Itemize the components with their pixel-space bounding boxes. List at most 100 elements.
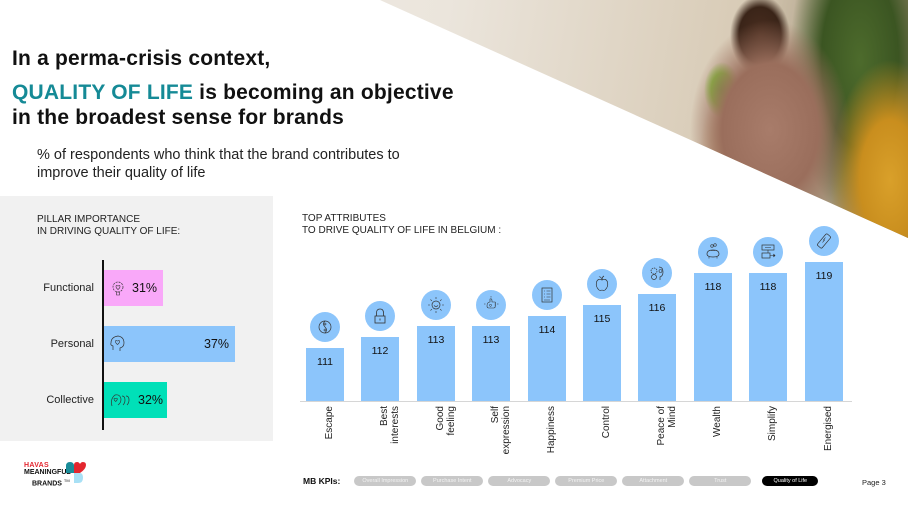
title-line-1: In a perma-crisis context, xyxy=(12,47,271,70)
kpi-overall-impression[interactable]: Overall Impression xyxy=(354,476,417,486)
attribute-bar: 111 xyxy=(306,348,344,401)
pillar-heading-line-2: IN DRIVING QUALITY OF LIFE: xyxy=(37,226,181,237)
attribute-bar: 116 xyxy=(638,294,676,401)
piggy-bank-icon xyxy=(698,237,728,267)
kpi-trust[interactable]: Trust xyxy=(689,476,752,486)
pillar-bar-functional: 31% xyxy=(104,270,163,306)
pillar-label-collective: Collective xyxy=(46,394,94,406)
logo-mark-icon xyxy=(66,462,86,483)
attribute-label: Self expression xyxy=(472,406,512,456)
pillar-bar-personal: 37% xyxy=(104,326,235,362)
padlock-icon xyxy=(365,301,395,331)
attribute-label-line: Energised xyxy=(823,406,834,452)
attribute-label: Simplify xyxy=(749,406,787,456)
attribute-label-line: feeling xyxy=(445,406,457,436)
page-number: Page 3 xyxy=(862,478,886,487)
title-main: QUALITY OF LIFE is becoming an objective… xyxy=(12,80,454,130)
pillar-label-personal: Personal xyxy=(50,338,94,350)
apple-icon xyxy=(587,269,617,299)
kpi-title: MB KPIs: xyxy=(303,476,341,486)
havas-meaningful-brands-logo: HAVAS MEANINGFUL BRANDS TM xyxy=(24,462,86,488)
title-accent: QUALITY OF LIFE xyxy=(12,81,194,104)
brain-gears-icon xyxy=(642,258,672,288)
attributes-heading-line-2: TO DRIVE QUALITY OF LIFE IN BELGIUM : xyxy=(302,225,502,236)
attribute-label-line: Mind xyxy=(666,406,678,428)
pillar-value-functional: 31% xyxy=(132,281,158,295)
head-heart-icon xyxy=(110,335,125,351)
chart-baseline xyxy=(300,401,852,402)
pillar-value-personal: 37% xyxy=(203,337,229,351)
yin-yang-icon xyxy=(310,312,340,342)
attribute-bar: 115 xyxy=(583,305,621,401)
attribute-label: Good feeling xyxy=(417,406,457,456)
kpi-quality-of-life[interactable]: Quality of Life xyxy=(762,476,819,486)
attribute-value: 112 xyxy=(371,345,389,357)
attribute-label-text: Wealth xyxy=(712,406,724,437)
title-line-3: in the broadest sense for brands xyxy=(12,106,344,129)
attribute-label-line: Control xyxy=(601,406,612,439)
attribute-label-text: Peace of Mind xyxy=(656,406,678,446)
attributes-heading: TOP ATTRIBUTES TO DRIVE QUALITY OF LIFE … xyxy=(302,213,501,237)
attribute-value: 118 xyxy=(704,281,722,293)
kpi-attachment[interactable]: Attachment xyxy=(622,476,685,486)
attribute-label-line: Best xyxy=(379,406,390,427)
attribute-label: Happiness xyxy=(528,406,566,456)
attribute-label-line: Wealth xyxy=(712,406,723,437)
pillar-axis xyxy=(102,260,104,430)
attribute-label-text: Escape xyxy=(324,406,336,440)
attribute-label: Energised xyxy=(805,406,843,456)
attribute-label-line: Peace of xyxy=(656,406,667,446)
attribute-bar: 118 xyxy=(749,273,787,401)
pillar-heading-line-1: PILLAR IMPORTANCE xyxy=(37,214,140,225)
attribute-label-text: Simplify xyxy=(767,406,779,442)
flowchart-icon xyxy=(753,237,783,267)
logo-brands: BRANDS TM xyxy=(24,477,71,488)
kpi-advocacy[interactable]: Advocacy xyxy=(488,476,551,486)
attribute-value: 118 xyxy=(759,281,777,293)
kpi-purchase-intent[interactable]: Purchase Intent xyxy=(421,476,484,486)
attribute-bar: 112 xyxy=(361,337,399,401)
subtitle-line-2: improve their quality of life xyxy=(37,165,206,181)
pillar-heading: PILLAR IMPORTANCE IN DRIVING QUALITY OF … xyxy=(37,214,180,238)
logo-havas: HAVAS xyxy=(24,462,49,469)
smiling-sun-icon xyxy=(421,290,451,320)
thumbs-up-heart-icon xyxy=(476,290,506,320)
pillar-value-collective: 32% xyxy=(138,393,164,407)
attribute-value: 119 xyxy=(815,270,833,282)
pillar-bar-collective: 32% xyxy=(104,382,167,418)
logo-tm: TM xyxy=(63,478,70,483)
attribute-label-line: Self xyxy=(490,406,501,424)
attribute-label-line: Happiness xyxy=(546,406,557,454)
attribute-bar: 113 xyxy=(417,326,455,401)
attribute-label: Escape xyxy=(306,406,344,456)
attribute-bar: 113 xyxy=(472,326,510,401)
attribute-value: 114 xyxy=(538,324,556,336)
gear-heart-icon xyxy=(112,281,124,296)
attributes-heading-line-1: TOP ATTRIBUTES xyxy=(302,213,386,224)
attribute-label-line: expression xyxy=(500,406,512,455)
attribute-bar: 119 xyxy=(805,262,843,401)
attribute-label-line: Simplify xyxy=(767,406,778,442)
pillar-importance-panel: PILLAR IMPORTANCE IN DRIVING QUALITY OF … xyxy=(0,196,273,441)
kpi-nav: MB KPIs: Overall Impression Purchase Int… xyxy=(303,476,823,486)
attribute-label-text: Control xyxy=(601,406,613,439)
attribute-value: 116 xyxy=(648,302,666,314)
attribute-label: Wealth xyxy=(694,406,732,456)
attribute-label-line: Escape xyxy=(324,406,335,440)
group-heads-heart-icon xyxy=(111,394,130,407)
attribute-value: 111 xyxy=(317,356,333,368)
attribute-label-text: Happiness xyxy=(546,406,558,454)
title-line-2-rest: is becoming an objective xyxy=(193,81,454,104)
pillar-label-functional: Functional xyxy=(43,282,94,294)
attribute-value: 113 xyxy=(427,334,445,346)
attribute-label-text: Good feeling xyxy=(435,406,457,436)
attribute-bar: 118 xyxy=(694,273,732,401)
attribute-label-text: Best interests xyxy=(379,406,401,444)
kpi-premium-price[interactable]: Premium Price xyxy=(555,476,618,486)
attribute-value: 113 xyxy=(482,334,500,346)
subtitle-line-1: % of respondents who think that the bran… xyxy=(37,147,400,163)
battery-icon xyxy=(809,226,839,256)
attribute-label-line: Good xyxy=(435,406,446,431)
attribute-label: Peace of Mind xyxy=(638,406,678,456)
attribute-label-text: Energised xyxy=(823,406,835,452)
